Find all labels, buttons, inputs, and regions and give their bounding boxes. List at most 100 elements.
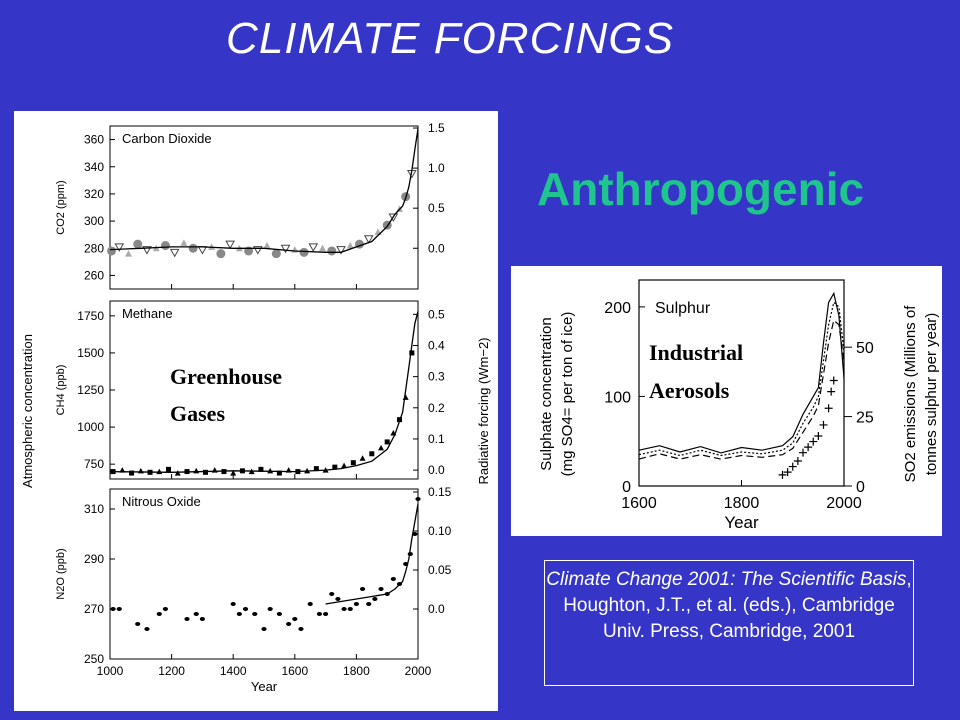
data-point xyxy=(202,469,208,475)
right-tick-label: 0.10 xyxy=(428,524,452,538)
data-point xyxy=(372,597,378,601)
emission-point xyxy=(829,376,838,385)
sulphur-figure: Sulphate concentration (mg SO4= per ton … xyxy=(511,266,942,536)
data-point xyxy=(409,350,415,356)
data-point xyxy=(299,247,309,257)
data-point xyxy=(216,249,226,259)
data-point xyxy=(242,607,249,611)
data-point xyxy=(252,246,263,255)
left-tick-label: 320 xyxy=(84,187,104,201)
emission-point xyxy=(778,470,787,479)
data-point xyxy=(378,444,385,451)
right-tick-label: 0.4 xyxy=(428,339,445,353)
left-tick-label: 260 xyxy=(84,268,104,282)
data-point xyxy=(263,242,271,249)
data-point xyxy=(166,466,172,472)
x-tick-label: 1200 xyxy=(158,664,185,678)
data-point xyxy=(313,466,319,472)
sulphur-ylabel-line2: (mg SO4= per ton of ice) xyxy=(559,312,576,477)
data-point xyxy=(162,607,169,611)
data-point xyxy=(335,597,341,601)
panel-ylabel-ch4: CH4 (ppb) xyxy=(55,365,67,416)
left-tick-label: 280 xyxy=(84,241,104,255)
emission-point xyxy=(809,437,818,446)
left-tick-label: 200 xyxy=(604,300,631,317)
sulphur-title: Sulphur xyxy=(655,300,711,317)
x-tick-label: 1400 xyxy=(220,664,247,678)
data-point xyxy=(225,240,235,250)
sulphur-right-ylabel-line2: tonnes sulphur per year) xyxy=(923,313,940,476)
left-tick-label: 1250 xyxy=(77,383,104,397)
x-axis-label: Year xyxy=(724,513,759,532)
right-tick-label: 0.5 xyxy=(428,307,445,321)
right-tick-label: 0.05 xyxy=(428,563,452,577)
x-tick-label: 2000 xyxy=(826,495,862,512)
data-point xyxy=(327,246,337,256)
data-point xyxy=(307,602,313,606)
sulphur-series-line xyxy=(638,301,845,457)
right-tick-label: 0.3 xyxy=(428,370,445,384)
panel-frame-n2o xyxy=(109,488,419,660)
data-point xyxy=(402,394,409,400)
left-tick-label: 250 xyxy=(84,652,104,666)
emission-point xyxy=(824,404,833,413)
data-point xyxy=(230,602,236,606)
data-point xyxy=(276,470,282,476)
data-point xyxy=(353,602,359,606)
right-tick-label: 0.2 xyxy=(428,401,445,415)
emission-point xyxy=(799,448,807,457)
data-point xyxy=(199,617,205,621)
data-point xyxy=(144,627,150,631)
greenhouse-gases-chart: Atmospheric concentration Radiative forc… xyxy=(20,121,491,694)
data-point xyxy=(135,622,141,626)
x-tick-label: 2000 xyxy=(405,664,432,678)
right-ylabel: Radiative forcing (Wm−2) xyxy=(476,337,491,484)
panel-ylabel-co2: CO2 (ppm) xyxy=(55,180,67,234)
data-point xyxy=(116,607,122,611)
data-point xyxy=(359,455,366,461)
data-point xyxy=(341,607,347,611)
aerosols-label-line2: Aerosols xyxy=(649,378,730,403)
data-point xyxy=(267,467,274,474)
left-tick-label: 360 xyxy=(84,133,104,147)
left-tick-label: 1000 xyxy=(77,420,104,434)
citation-title: Climate Change 2001: The Scientific Basi… xyxy=(546,569,907,590)
emission-point xyxy=(793,457,802,466)
data-point xyxy=(156,612,162,616)
right-tick-label: 0.0 xyxy=(428,463,445,477)
right-tick-label: 0.5 xyxy=(428,201,445,215)
right-tick-label: 0.15 xyxy=(428,485,452,499)
right-tick-label: 1.0 xyxy=(428,161,445,175)
right-tick-label: 25 xyxy=(856,410,874,427)
data-point xyxy=(230,470,237,476)
data-point xyxy=(286,622,292,626)
data-point xyxy=(323,612,329,616)
left-tick-label: 1750 xyxy=(77,309,104,323)
data-point xyxy=(184,617,190,621)
data-point xyxy=(336,246,346,255)
panel-title-co2: Carbon Dioxide xyxy=(122,131,212,146)
data-point xyxy=(332,464,338,470)
emission-point xyxy=(804,443,813,452)
right-tick-label: 0.0 xyxy=(428,241,445,255)
panel-title-ch4: Methane xyxy=(122,306,173,321)
data-point xyxy=(346,242,354,249)
x-tick-label: 1600 xyxy=(621,495,657,512)
data-point xyxy=(390,577,396,581)
right-tick-label: 50 xyxy=(856,340,874,357)
panel-frame-co2 xyxy=(109,125,419,290)
x-tick-label: 1000 xyxy=(97,664,124,678)
data-point xyxy=(298,627,304,631)
data-point xyxy=(363,235,374,244)
data-point xyxy=(415,497,421,501)
data-point xyxy=(292,617,298,621)
data-point xyxy=(110,607,116,611)
data-point xyxy=(208,243,216,250)
data-point xyxy=(350,460,356,466)
data-point xyxy=(261,627,267,631)
data-point xyxy=(193,612,199,616)
data-point xyxy=(388,213,399,223)
shared-ylabel: Atmospheric concentration xyxy=(20,334,35,488)
data-point xyxy=(308,243,319,252)
data-point xyxy=(341,462,348,469)
